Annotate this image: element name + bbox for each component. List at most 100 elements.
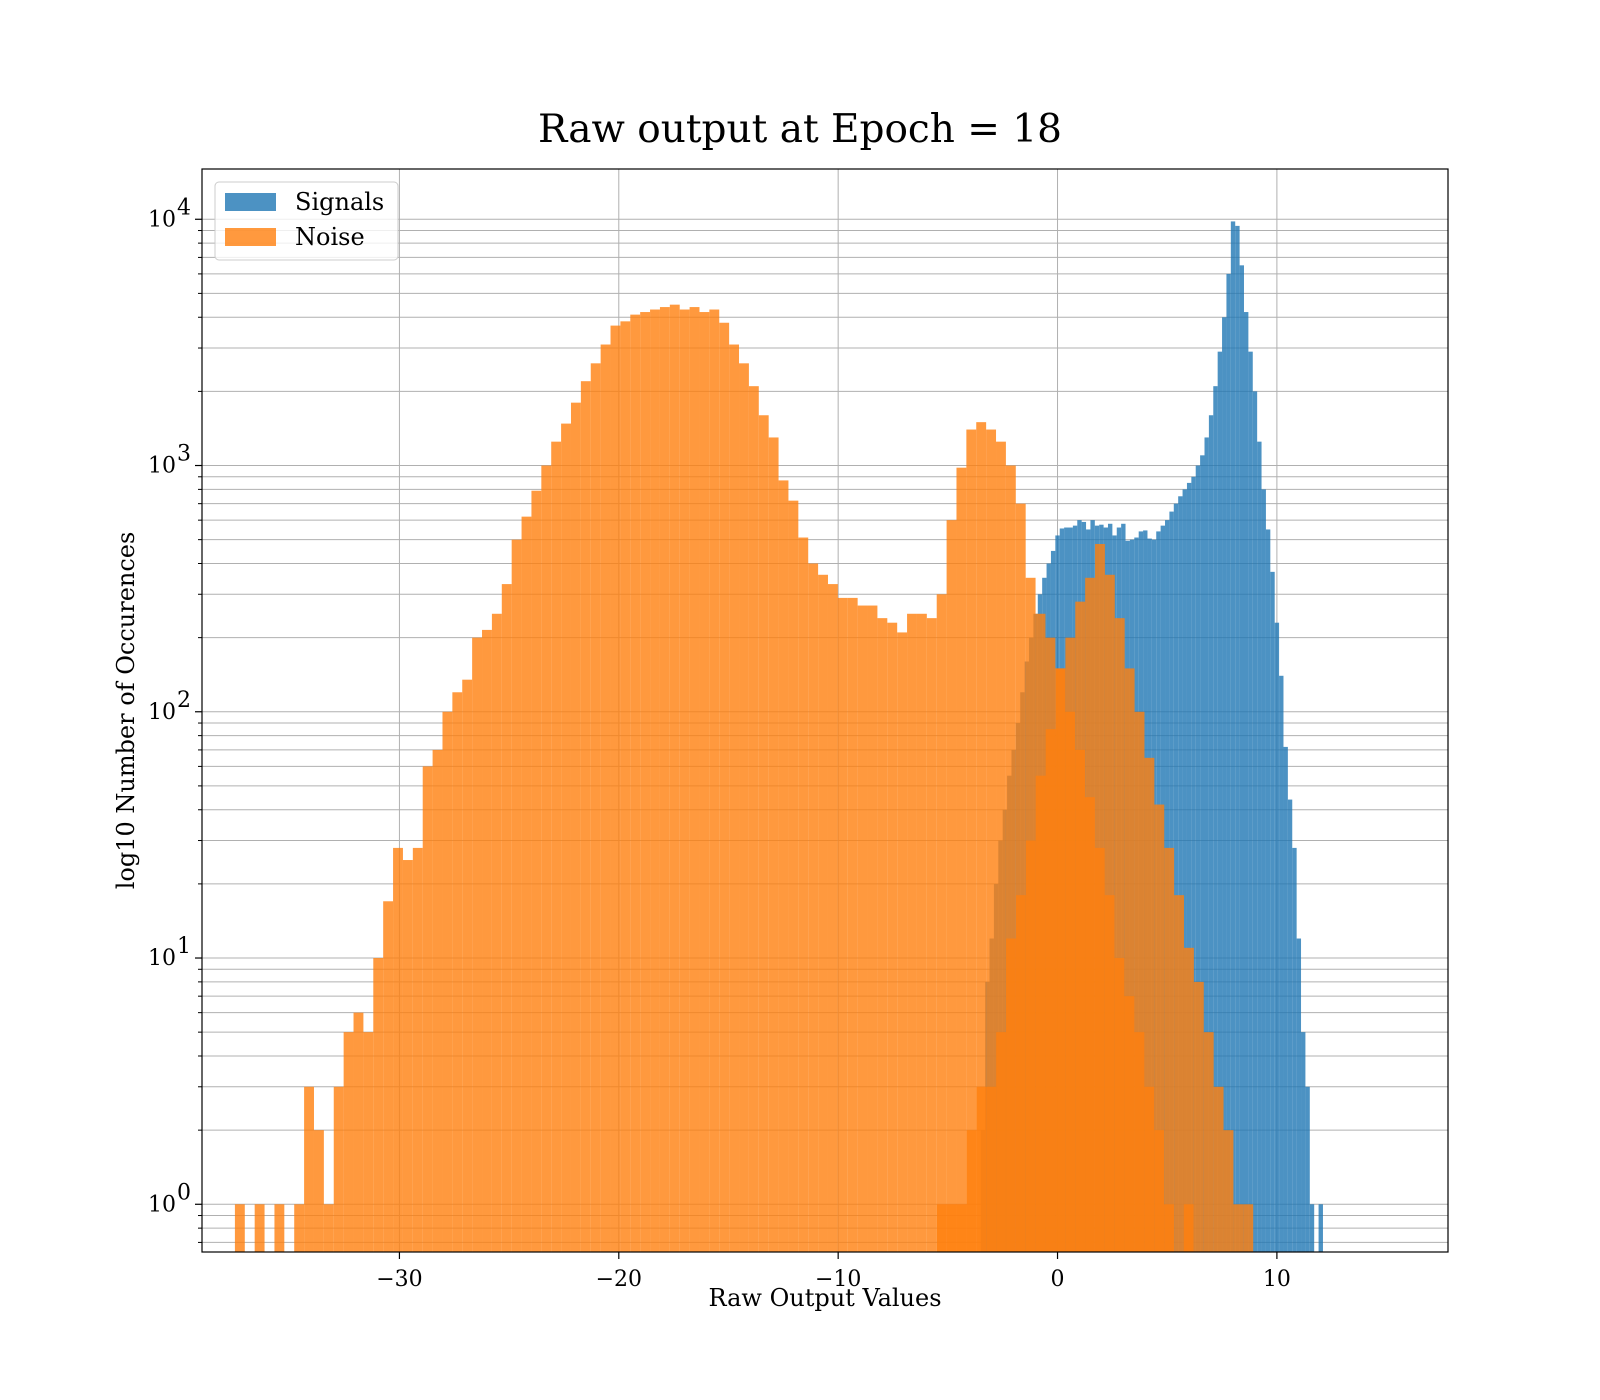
histogram-bar [808, 563, 819, 1252]
histogram-bar [1154, 804, 1165, 1252]
histogram-bar [1006, 938, 1016, 1252]
histogram-bar [1226, 273, 1231, 1252]
histogram-bar [946, 1204, 957, 1252]
histogram-bar [1292, 847, 1297, 1252]
histogram-bar [996, 441, 1006, 1252]
histogram-bar [946, 520, 957, 1252]
histogram-bar [1279, 675, 1284, 1252]
histogram-bar [936, 594, 947, 1252]
histogram-bar [511, 539, 522, 1252]
histogram-bar [610, 325, 621, 1252]
histogram-bar [1287, 799, 1293, 1252]
histogram-bar [788, 500, 799, 1252]
histogram-bar [412, 847, 423, 1252]
histogram-bar [373, 958, 384, 1252]
histogram-bar [1173, 503, 1179, 1253]
histogram-bar [1191, 476, 1196, 1252]
histogram-bar [966, 1130, 977, 1252]
histogram-bar [1257, 441, 1262, 1252]
histogram-bar [541, 465, 552, 1252]
histogram-bar [551, 441, 562, 1252]
histogram-bar [442, 711, 453, 1252]
histogram-bar [590, 363, 601, 1252]
legend: Signals Noise [214, 181, 399, 261]
y-tick-exponent: 3 [177, 442, 191, 467]
histogram-bar [640, 312, 651, 1252]
y-tick-label: 10 [148, 207, 176, 232]
histogram-bar [600, 344, 611, 1252]
histogram-bar [1025, 840, 1036, 1252]
histogram-bar [966, 429, 977, 1253]
histogram-bar [1193, 981, 1204, 1252]
plot-area [234, 221, 1323, 1253]
histogram-bar [897, 632, 908, 1252]
histogram-bar [1309, 1204, 1315, 1252]
y-axis-label: log10 Number of Occurences [112, 532, 140, 890]
x-axis: −30 −20 −10 0 10 [376, 1252, 1291, 1292]
histogram-bar [630, 314, 641, 1252]
histogram-bar [323, 1204, 334, 1252]
histogram-bar [1252, 391, 1258, 1252]
histogram-bar [274, 1204, 285, 1252]
histogram-bar [729, 344, 740, 1252]
histogram-bar [936, 1204, 947, 1252]
histogram-bar [1301, 1032, 1306, 1252]
noise-series [234, 304, 1194, 1253]
histogram-bar [1114, 618, 1125, 1252]
histogram-bar [561, 423, 571, 1252]
histogram-bar [462, 679, 473, 1252]
histogram-bar [709, 309, 720, 1252]
histogram-bar [531, 490, 542, 1252]
histogram-bar [620, 321, 631, 1253]
histogram-bar [501, 584, 512, 1252]
histogram-bar [926, 618, 937, 1252]
legend-label: Noise [295, 223, 365, 251]
histogram-bar [1213, 1086, 1224, 1252]
histogram-bar [343, 1032, 354, 1252]
histogram-bar [719, 322, 730, 1252]
histogram-bar [294, 1204, 305, 1252]
histogram-bar [482, 629, 492, 1252]
histogram-bar [1305, 1086, 1310, 1252]
histogram-bar [1045, 729, 1056, 1252]
histogram-bar [986, 1086, 997, 1252]
histogram-bar [907, 613, 917, 1252]
histogram-bar [986, 429, 997, 1253]
histogram-bar [956, 1204, 967, 1252]
histogram-bar [1095, 544, 1105, 1252]
histogram-bar [659, 307, 670, 1252]
histogram-bar [689, 307, 700, 1252]
histogram-bar [1195, 465, 1201, 1252]
histogram-bar [1204, 437, 1209, 1253]
histogram-bar [1265, 529, 1271, 1252]
histogram-bar [1015, 503, 1026, 1253]
histogram-bar [1065, 637, 1076, 1252]
histogram-bar [748, 386, 759, 1252]
y-tick-exponent: 1 [177, 934, 191, 959]
y-tick-label: 10 [148, 1192, 176, 1217]
histogram-bar [798, 537, 809, 1252]
histogram-bar [1296, 938, 1302, 1252]
histogram-bar [452, 692, 463, 1252]
histogram-bar [1230, 221, 1236, 1252]
histogram-bar [1217, 351, 1223, 1252]
histogram-bar [916, 613, 927, 1252]
histogram-bar [1005, 465, 1016, 1252]
histogram-bar [422, 766, 433, 1252]
x-tick-label: 10 [1263, 1267, 1291, 1292]
histogram-bar [768, 437, 779, 1253]
histogram-bar [1124, 668, 1135, 1252]
histogram-bar [1186, 482, 1192, 1253]
x-tick-label: −20 [596, 1267, 642, 1292]
histogram-bar [818, 574, 828, 1252]
histogram-bar [976, 1086, 987, 1252]
plot-frame [201, 168, 1449, 1253]
histogram-bar [1261, 489, 1266, 1252]
histogram-bar [313, 1130, 324, 1252]
histogram-bar [1164, 847, 1175, 1252]
histogram-bar [1200, 455, 1205, 1253]
histogram-bar [472, 637, 483, 1252]
histogram-bar [1182, 489, 1187, 1252]
histogram-bar [580, 381, 591, 1252]
